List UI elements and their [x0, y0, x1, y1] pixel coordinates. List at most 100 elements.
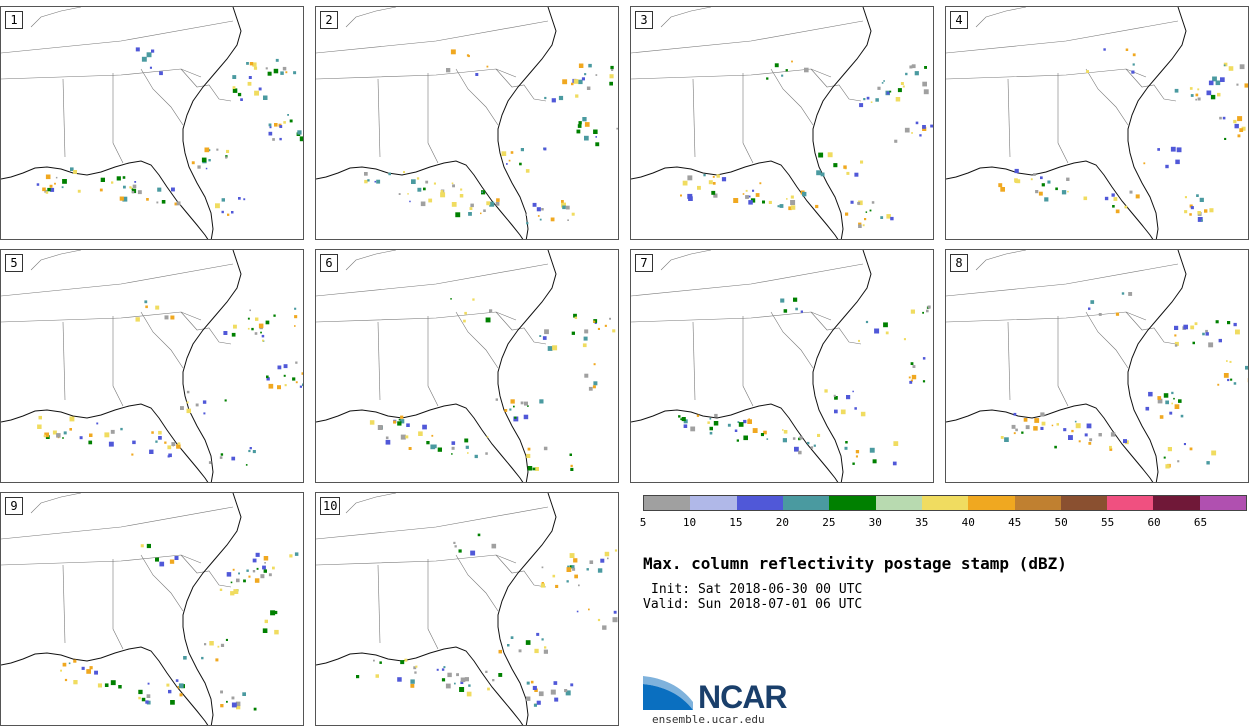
- radar-echo: [1132, 53, 1136, 57]
- radar-echo: [567, 219, 569, 221]
- radar-echo: [460, 681, 464, 684]
- reflectivity-map: [1, 493, 299, 725]
- ensemble-member-panel: 9: [0, 492, 304, 726]
- ensemble-member-panel: 6: [315, 249, 619, 483]
- radar-echo: [1125, 48, 1129, 51]
- radar-echo: [294, 325, 296, 327]
- ensemble-member-panel: 4: [945, 6, 1249, 240]
- radar-echo: [379, 661, 382, 664]
- radar-echo: [1237, 134, 1241, 138]
- radar-echo: [1030, 178, 1033, 181]
- radar-echo: [137, 190, 142, 195]
- radar-echo: [707, 421, 710, 424]
- state-boundary: [345, 7, 397, 28]
- radar-echo: [513, 405, 515, 408]
- radar-echo: [781, 74, 784, 77]
- state-boundary: [1125, 311, 1177, 345]
- radar-echo: [566, 567, 572, 572]
- radar-echo: [915, 121, 919, 125]
- radar-echo: [1189, 204, 1193, 208]
- radar-echo: [863, 98, 866, 101]
- radar-echo: [1195, 93, 1199, 97]
- radar-echo: [469, 207, 473, 210]
- radar-echo: [104, 683, 109, 687]
- radar-echo: [403, 171, 405, 174]
- radar-echo: [1174, 334, 1177, 337]
- radar-echo: [712, 175, 715, 178]
- radar-echo: [827, 152, 833, 158]
- radar-echo: [1248, 313, 1249, 316]
- radar-echo: [711, 190, 716, 195]
- radar-echo: [1132, 63, 1135, 66]
- radar-echo: [485, 452, 488, 455]
- radar-echo: [564, 689, 568, 693]
- reflectivity-map: [316, 7, 618, 239]
- radar-echo: [903, 338, 906, 341]
- radar-echo: [374, 180, 377, 183]
- radar-echo: [183, 656, 187, 660]
- radar-echo: [1211, 450, 1217, 456]
- radar-echo: [159, 561, 165, 567]
- radar-echo: [282, 66, 287, 71]
- radar-echo: [258, 87, 262, 91]
- state-boundary: [377, 78, 381, 158]
- radar-echo: [247, 327, 250, 330]
- radar-echo: [1236, 83, 1239, 86]
- radar-echo: [400, 660, 405, 665]
- state-boundary: [316, 20, 549, 54]
- radar-echo: [135, 47, 140, 52]
- radar-echo: [1184, 196, 1187, 199]
- radar-echo: [934, 83, 935, 87]
- radar-echo: [530, 680, 534, 684]
- radar-echo: [440, 190, 444, 193]
- state-boundary: [1007, 78, 1011, 158]
- radar-echo: [159, 71, 163, 76]
- radar-echo: [914, 71, 919, 76]
- radar-echo: [249, 447, 252, 450]
- radar-echo: [204, 643, 207, 646]
- radar-echo: [1041, 421, 1046, 426]
- radar-echo: [600, 558, 605, 563]
- radar-echo: [408, 447, 412, 450]
- radar-echo: [1215, 320, 1219, 324]
- radar-echo: [774, 63, 779, 68]
- radar-echo: [680, 194, 682, 197]
- radar-echo: [1227, 321, 1231, 325]
- state-boundary: [1007, 321, 1011, 401]
- radar-echo: [1183, 443, 1186, 446]
- radar-echo: [1245, 365, 1248, 370]
- reflectivity-map: [946, 250, 1249, 482]
- radar-echo: [144, 300, 148, 304]
- radar-echo: [274, 123, 278, 127]
- radar-echo: [1165, 164, 1169, 169]
- radar-echo: [470, 203, 474, 208]
- radar-echo: [170, 700, 175, 705]
- radar-echo: [1025, 425, 1030, 430]
- radar-echo: [690, 426, 696, 432]
- radar-echo: [236, 578, 240, 583]
- radar-echo: [762, 200, 765, 204]
- radar-echo: [56, 433, 61, 438]
- coastline: [316, 493, 557, 725]
- radar-echo: [922, 380, 926, 383]
- radar-echo: [889, 90, 892, 93]
- radar-echo: [1098, 433, 1102, 437]
- radar-echo: [277, 385, 281, 390]
- radar-echo: [790, 195, 794, 199]
- radar-echo: [486, 201, 491, 206]
- radar-echo: [450, 49, 456, 55]
- radar-echo: [613, 610, 617, 614]
- radar-echo: [1190, 206, 1194, 210]
- colorbar-segment: [1014, 496, 1061, 510]
- radar-echo: [1004, 437, 1009, 442]
- radar-echo: [1174, 341, 1179, 346]
- radar-echo: [495, 398, 498, 401]
- radar-echo: [100, 177, 105, 182]
- radar-echo: [544, 96, 547, 100]
- radar-echo: [611, 68, 614, 71]
- radar-echo: [895, 97, 901, 102]
- radar-echo: [1041, 183, 1045, 187]
- radar-echo: [155, 557, 159, 562]
- radar-echo: [268, 123, 272, 127]
- radar-echo: [255, 317, 259, 321]
